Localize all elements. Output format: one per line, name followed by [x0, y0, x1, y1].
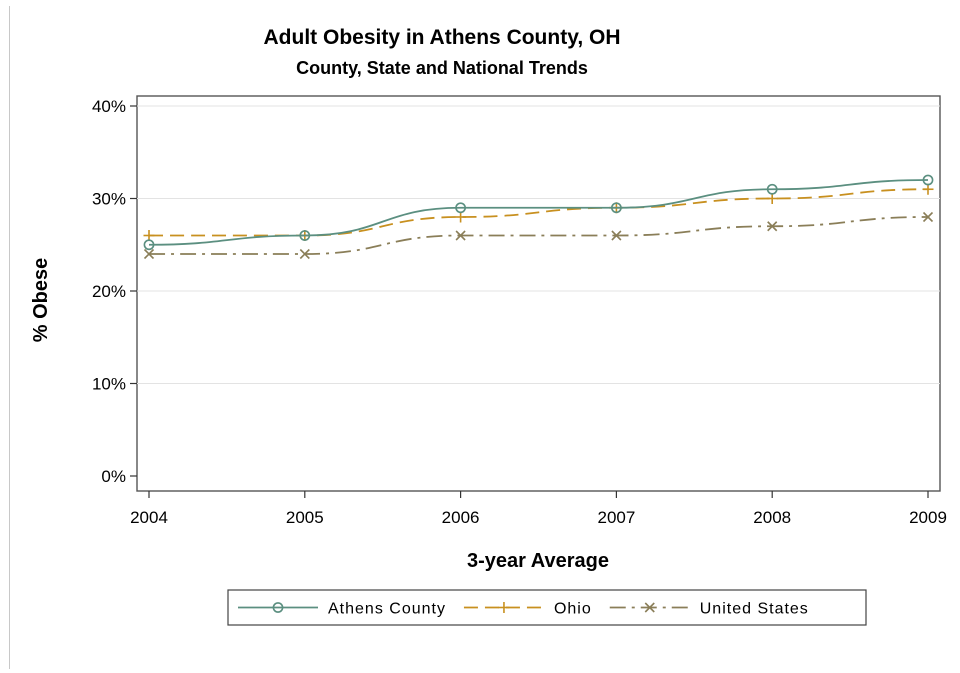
chart-title: Adult Obesity in Athens County, OH	[264, 26, 621, 49]
circle-marker	[766, 183, 778, 195]
legend-box	[227, 589, 867, 626]
x-stroke	[611, 230, 622, 241]
plot-frame	[136, 95, 941, 492]
y-tick-label: 30%	[92, 190, 126, 209]
circle-marker	[922, 174, 934, 186]
x-tick-label: 2004	[130, 508, 168, 527]
chart-frame: Adult Obesity in Athens County, OH Count…	[9, 6, 952, 669]
plus-marker	[922, 183, 934, 195]
series-line-united-states	[149, 216, 929, 255]
x-tick-label: 2008	[753, 508, 791, 527]
circle-marker	[455, 202, 466, 214]
x-stroke	[767, 221, 778, 232]
x-tick-label: 2009	[909, 508, 947, 527]
x-marker	[143, 248, 155, 260]
series-line-athens-county	[148, 179, 929, 246]
x-stroke	[644, 602, 655, 613]
legend-item-united-states: United States	[609, 601, 809, 618]
circle-marker	[143, 239, 155, 251]
legend-label: Ohio	[554, 601, 592, 618]
x-marker	[644, 602, 655, 613]
y-axis-label: % Obese	[30, 258, 52, 342]
x-marker	[455, 230, 466, 241]
y-tick-label: 0%	[101, 467, 126, 486]
x-stroke	[299, 248, 310, 260]
x-tick-label: 2005	[286, 508, 324, 527]
x-stroke	[143, 248, 155, 260]
series-line-ohio	[149, 188, 929, 237]
x-tick-label: 2006	[442, 508, 480, 527]
circle-marker	[299, 230, 311, 241]
legend-label: United States	[700, 601, 809, 618]
circle-marker	[272, 602, 284, 613]
series-markers-united-states	[143, 211, 934, 260]
chart-subtitle: County, State and National Trends	[296, 58, 588, 78]
legend: Athens County Ohio United States	[227, 589, 867, 626]
legend-item-ohio: Ohio	[463, 601, 592, 618]
series-markers-athens-county	[143, 174, 934, 251]
x-stroke	[922, 211, 934, 223]
x-tick-label: 2007	[597, 508, 635, 527]
line-chart: Adult Obesity in Athens County, OH Count…	[30, 26, 947, 626]
plus-marker	[498, 602, 510, 613]
x-axis-label: 3-year Average	[467, 550, 609, 572]
legend-item-athens-county: Athens County	[238, 601, 446, 618]
y-tick-label: 10%	[92, 375, 126, 394]
circle-marker	[611, 202, 622, 214]
plus-marker	[455, 211, 467, 223]
x-marker	[767, 221, 778, 232]
y-tick-label: 20%	[92, 282, 126, 301]
plus-marker	[143, 230, 155, 241]
x-stroke	[455, 230, 466, 241]
y-tick-label: 40%	[92, 97, 126, 116]
legend-label: Athens County	[328, 601, 446, 618]
x-marker	[922, 211, 934, 223]
x-marker	[299, 248, 310, 260]
plot-area: 0% 10% 20% 30% 40% 2004 2005 2006 2007 2008 2009	[92, 95, 947, 527]
x-marker	[611, 230, 622, 241]
plus-marker	[766, 193, 778, 204]
